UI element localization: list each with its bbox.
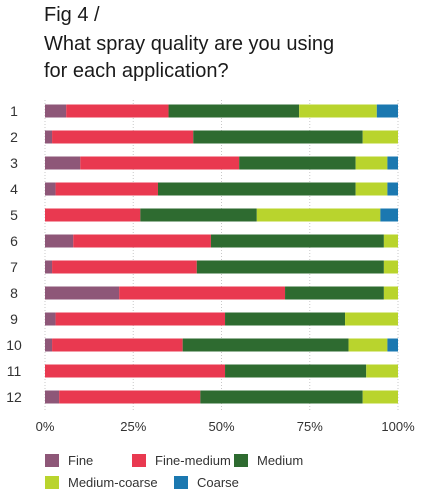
bar-segment-medium-coarse [348, 338, 388, 352]
x-tick-label: 0% [36, 419, 55, 434]
chart-title-line-1: What spray quality are you using [44, 33, 335, 55]
bar-segment-fine-medium [66, 104, 169, 118]
bar-segment-medium [196, 260, 384, 274]
bar-segment-medium-coarse [256, 208, 381, 222]
category-label: 3 [10, 155, 18, 171]
bar-segment-medium-coarse [383, 286, 398, 300]
bar-segment-medium-coarse [355, 156, 388, 170]
bar-segment-medium [168, 104, 300, 118]
bar-segment-medium-coarse [345, 312, 398, 326]
bar-segment-coarse [376, 104, 398, 118]
bar-segment-fine-medium [45, 364, 226, 378]
bar-segment-medium [193, 130, 363, 144]
bar-segment-fine-medium [55, 312, 226, 326]
bar-segment-medium-coarse [362, 390, 398, 404]
legend-item: Coarse [174, 475, 239, 490]
bar-segment-fine [45, 234, 74, 248]
bar-segment-fine-medium [55, 182, 158, 196]
category-label: 7 [10, 259, 18, 275]
legend-label: Medium-coarse [68, 475, 158, 490]
bar-segment-fine-medium [52, 338, 183, 352]
bar-segment-medium-coarse [355, 182, 388, 196]
bar-segment-fine [45, 130, 53, 144]
bar-segment-medium-coarse [299, 104, 377, 118]
bar-segment-medium [225, 312, 346, 326]
category-label: 2 [10, 129, 18, 145]
legend-item: Fine [45, 453, 93, 468]
bar-segment-fine-medium [45, 208, 141, 222]
bar-segment-coarse [387, 338, 398, 352]
x-tick-label: 100% [381, 419, 415, 434]
bar-segment-fine [45, 390, 60, 404]
legend-item: Fine-medium [132, 453, 231, 468]
category-label: 4 [10, 181, 18, 197]
bar-segment-fine [45, 286, 120, 300]
legend-swatch [132, 454, 146, 467]
bar-segment-medium [225, 364, 367, 378]
legend-label: Coarse [197, 475, 239, 490]
bar-segment-medium [210, 234, 384, 248]
bar-segment-fine [45, 104, 67, 118]
bar-segment-fine-medium [80, 156, 240, 170]
bar-segment-medium [157, 182, 356, 196]
bar-segment-fine [45, 260, 53, 274]
bar-segment-medium-coarse [366, 364, 398, 378]
x-tick-label: 75% [297, 419, 323, 434]
bar-segment-fine [45, 312, 56, 326]
bar-segment-coarse [387, 156, 398, 170]
bar-segment-fine-medium [73, 234, 211, 248]
bar-segment-fine-medium [52, 130, 194, 144]
bar-segment-fine [45, 338, 53, 352]
bar-segment-medium [239, 156, 356, 170]
bar-segment-medium-coarse [383, 234, 398, 248]
legend-item: Medium-coarse [45, 475, 158, 490]
bar-segment-fine-medium [59, 390, 201, 404]
legend-swatch [234, 454, 248, 467]
category-label: 8 [10, 285, 18, 301]
chart-title-line-2: for each application? [44, 60, 229, 82]
bar-segment-medium [200, 390, 363, 404]
bar-segment-fine [45, 182, 56, 196]
category-label: 11 [7, 363, 22, 379]
bar-segment-medium [285, 286, 384, 300]
category-label: 1 [10, 103, 18, 119]
bar-segment-fine-medium [119, 286, 286, 300]
bar-segment-fine [45, 156, 81, 170]
x-tick-label: 25% [120, 419, 146, 434]
legend-item: Medium [234, 453, 303, 468]
bar-segment-medium [140, 208, 257, 222]
category-label: 9 [10, 311, 18, 327]
legend-swatch [45, 454, 59, 467]
category-label: 6 [10, 233, 18, 249]
legend-swatch [45, 476, 59, 489]
bar-segment-medium-coarse [362, 130, 398, 144]
bar-segment-coarse [380, 208, 398, 222]
bar-segment-coarse [387, 182, 398, 196]
bar-segment-medium-coarse [383, 260, 398, 274]
legend-label: Medium [257, 453, 304, 468]
legend-label: Fine [68, 453, 94, 468]
x-tick-label: 50% [208, 419, 234, 434]
figure-label: Fig 4 / [44, 4, 100, 26]
legend-label: Fine-medium [155, 453, 231, 468]
category-label: 12 [6, 389, 22, 405]
legend-swatch [174, 476, 188, 489]
bar-segment-fine-medium [52, 260, 197, 274]
category-label: 5 [10, 207, 18, 223]
category-label: 10 [6, 337, 22, 353]
bar-segment-medium [182, 338, 349, 352]
